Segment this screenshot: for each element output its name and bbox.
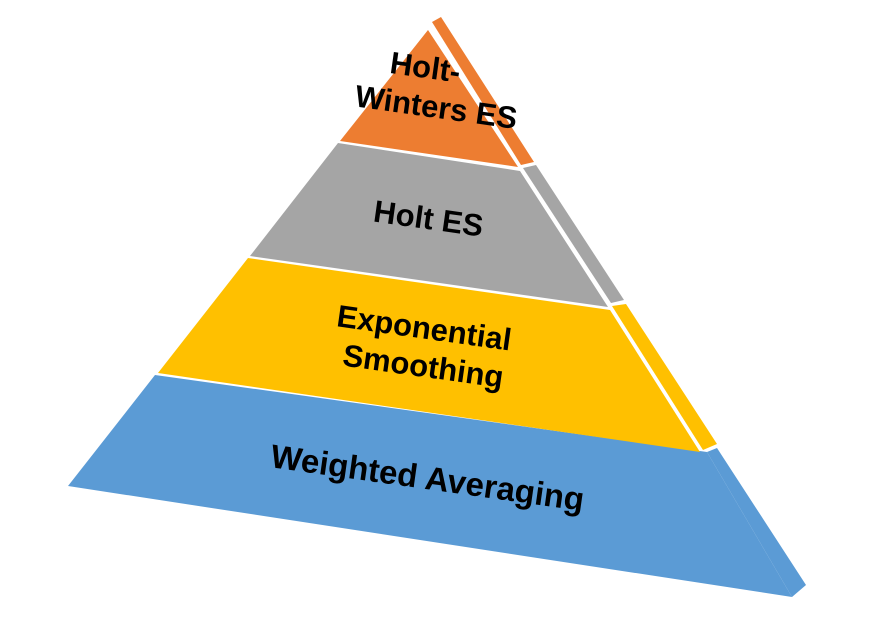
tier-exponential-smoothing-side: [612, 304, 717, 450]
tier-holt-winters-es-side: [432, 17, 534, 165]
tier-holt-es-front: [250, 143, 608, 307]
tier-holt-winters-es: Holt- Winters ES: [340, 17, 534, 167]
tier-weighted-averaging: Weighted Averaging: [68, 375, 806, 597]
tier-exponential-smoothing-front: [158, 258, 700, 452]
tier-holt-es: Holt ES: [250, 143, 624, 307]
tier-holt-winters-es-front: [340, 30, 518, 167]
tier-weighted-averaging-front: [68, 375, 792, 597]
tier-weighted-averaging-side: [707, 448, 806, 597]
tier-exponential-smoothing: Exponential Smoothing: [158, 258, 717, 452]
tier-holt-es-side: [523, 165, 624, 303]
